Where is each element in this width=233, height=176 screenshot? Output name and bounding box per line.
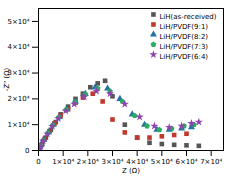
svg-text:LiH/PVDF(9:1): LiH/PVDF(9:1) <box>159 23 208 31</box>
svg-text:7×10⁴: 7×10⁴ <box>200 158 222 166</box>
svg-text:Z (Ω): Z (Ω) <box>122 167 140 175</box>
svg-text:0: 0 <box>36 158 40 166</box>
svg-text:LiH/PVDF(8:2): LiH/PVDF(8:2) <box>159 33 208 41</box>
svg-text:1×10⁴: 1×10⁴ <box>52 158 74 166</box>
svg-text:5×10⁴: 5×10⁴ <box>151 158 173 166</box>
svg-text:4×10⁴: 4×10⁴ <box>126 158 148 166</box>
svg-text:6×10⁴: 6×10⁴ <box>175 158 197 166</box>
svg-text:LiH(as-received): LiH(as-received) <box>159 13 216 21</box>
svg-text:1×10⁴: 1×10⁴ <box>7 121 29 129</box>
svg-text:3×10⁴: 3×10⁴ <box>7 69 30 78</box>
svg-text:4×10⁴: 4×10⁴ <box>7 43 29 51</box>
svg-text:-Z" (Ω): -Z" (Ω) <box>3 67 11 91</box>
svg-text:3×10⁴: 3×10⁴ <box>101 158 123 166</box>
svg-text:5×10⁴: 5×10⁴ <box>7 18 29 26</box>
svg-text:2×10⁴: 2×10⁴ <box>77 158 99 166</box>
svg-text:2×10⁴: 2×10⁴ <box>7 95 29 103</box>
svg-text:LiH/PVDF(7:3): LiH/PVDF(7:3) <box>159 43 208 51</box>
svg-text:LiH/PVDF(6:4): LiH/PVDF(6:4) <box>159 53 208 61</box>
svg-text:0: 0 <box>25 147 29 155</box>
